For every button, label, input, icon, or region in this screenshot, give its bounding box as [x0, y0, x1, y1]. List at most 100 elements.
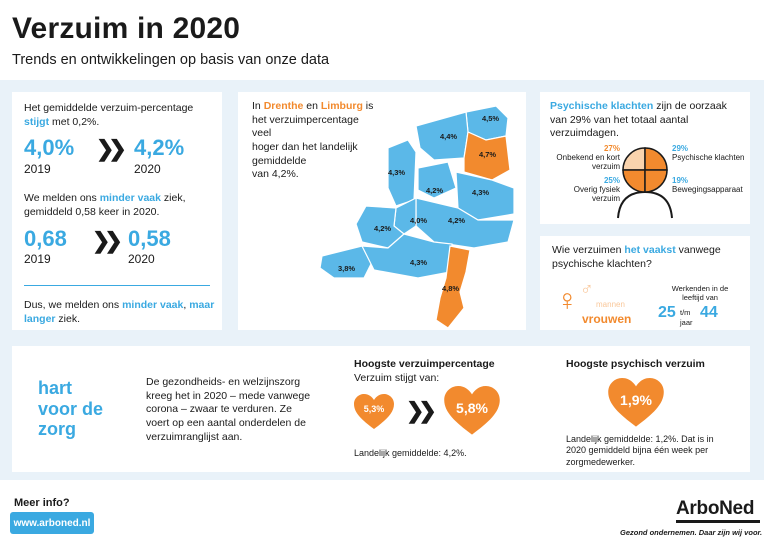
age-to: 44 [700, 304, 718, 321]
care-body-4: voert op een aantal onderdelen de [146, 416, 306, 429]
map-label-drenthe: 4,7% [479, 150, 497, 159]
female-label: vrouwen [582, 312, 632, 326]
frequency-2020-value: 0,58 [128, 226, 171, 251]
brand-logo: ArboNed [676, 498, 755, 519]
age-tm: t/m [680, 308, 691, 317]
pie-label-unknown: 27% Onbekend en kort verzuim [544, 144, 620, 171]
age-jaar: jaar [680, 318, 693, 327]
map-label-zeeland: 3,8% [338, 264, 356, 273]
pie-text-unknown-b: verzuim [591, 162, 620, 171]
map-caption-h: gemiddelde [252, 154, 307, 167]
frequency-2019-value: 0,68 [24, 226, 67, 251]
conclusion-highlight-1: minder vaak [122, 299, 184, 311]
conclusion-highlight-3: langer [24, 312, 56, 325]
who-text-c: vanwege [675, 244, 721, 256]
verzuim-percentage-card: Het gemiddelde verzuim-percentage stijgt… [12, 92, 222, 330]
age-from: 25 [658, 304, 676, 321]
pie-pct-move: 19% [672, 176, 689, 185]
pie-text-move: Bewegingsapparaat [672, 185, 743, 194]
frequency-text-c: ziek, [160, 192, 186, 204]
percentage-2020-value: 4,2% [134, 135, 185, 160]
psy-title: Hoogste psychisch verzuim [566, 358, 705, 370]
website-link[interactable]: www.arboned.nl [10, 512, 94, 534]
female-icon: ♀ [556, 284, 579, 317]
divider [24, 285, 210, 286]
heart-icon [444, 386, 500, 435]
map-label-noord-brabant: 4,3% [410, 258, 428, 267]
frequency-2019-year: 2019 [24, 252, 51, 266]
conclusion-f: ziek. [55, 312, 81, 325]
pie-slice-move [644, 169, 668, 193]
high-subtitle: Verzuim stijgt van: [354, 372, 440, 384]
who-text-a: Wie verzuimen [552, 244, 625, 256]
map-label-flevoland: 4,2% [426, 186, 444, 195]
care-heading-3: zorg [38, 419, 76, 440]
male-icon: ♂ [580, 279, 594, 299]
province-noord-brabant [360, 233, 453, 279]
psych-text-b: zijn de oorzaak [653, 100, 727, 112]
psych-highlight: Psychische klachten [550, 100, 654, 112]
psy-note-1: Landelijk gemiddelde: 1,2%. Dat is in [566, 434, 714, 444]
map-label-friesland: 4,4% [440, 132, 458, 141]
chevron-right-icon: ❯❯ [96, 136, 127, 161]
high-from-value: 5,3% [363, 404, 385, 414]
pie-label-psych: 29% Psychische klachten [672, 144, 744, 162]
high-title: Hoogste verzuimpercentage [354, 358, 495, 370]
pie-slice-other [622, 169, 646, 193]
province-map-card: In Drenthe en Limburg is het verzuimperc… [238, 92, 526, 330]
province-limburg [435, 245, 471, 329]
conclusion-a: Dus, we melden ons [24, 299, 123, 311]
pie-text-other: Overig fysiek verzuim [573, 185, 620, 203]
map-caption-i: van 4,2%. [252, 168, 299, 181]
psy-note-2: 2020 gemiddeld bijna één week per [566, 445, 709, 456]
male-label: mannen [596, 300, 625, 309]
care-body-5: verzuimranglijst aan. [146, 430, 243, 443]
percentage-2019-year: 2019 [24, 162, 51, 176]
care-body-2: kreeg het in 2020 – mede vanwege [146, 389, 311, 402]
care-body: De gezondheids- en welzijnszorg kreeg he… [146, 376, 310, 444]
pie-text-psych: Psychische klachten [672, 153, 745, 162]
province-flevoland [417, 161, 457, 199]
frequency-2020-year: 2020 [128, 252, 155, 266]
more-info-label: Meer info? [14, 497, 70, 509]
chevron-right-icon: ❯❯ [406, 398, 437, 423]
brand-tagline: Gezond ondernemen. Daar zijn wij voor. [620, 528, 763, 537]
percentage-intro: Het gemiddelde verzuim-percentage stijgt… [24, 102, 193, 129]
care-body-3: corona – zwaar te verduren. Ze [146, 403, 292, 416]
map-caption-e: is [362, 100, 374, 112]
frequency-text-a: We melden ons [24, 192, 100, 204]
pie-slice-psych [644, 147, 668, 171]
map-caption: In Drenthe en Limburg is het verzuimperc… [252, 100, 380, 182]
conclusion-c: , [183, 299, 190, 311]
high-to-value: 5,8% [456, 400, 488, 416]
map-caption-drenthe: Drenthe [263, 100, 304, 112]
psych-intro: Psychische klachten zijn de oorzaak van … [550, 100, 727, 141]
conclusion-highlight-2: maar [189, 299, 215, 311]
conclusion-text: Dus, we melden ons minder vaak, maar lan… [24, 299, 214, 326]
heart-icon [354, 394, 394, 429]
pie-pct-unknown: 27% [603, 144, 620, 153]
percentage-2019-value: 4,0% [24, 135, 75, 160]
age-text-a: Werkenden in de [671, 284, 729, 293]
map-caption-c: en [303, 100, 321, 112]
province-drenthe [463, 131, 511, 181]
percentage-intro-line1: Het gemiddelde verzuim-percentage [24, 102, 194, 114]
psychische-klachten-card: Psychische klachten zijn de oorzaak van … [540, 92, 750, 224]
map-label-utrecht: 4,0% [410, 216, 428, 225]
map-caption-a: In [252, 100, 264, 112]
psy-note-3: zorgmedewerker. [566, 456, 636, 467]
page-subtitle: Trends en ontwikkelingen op basis van on… [12, 52, 330, 68]
pie-label-move: 19% Bewegingsapparaat [672, 176, 743, 194]
map-label-limburg: 4,8% [442, 284, 460, 293]
percentage-intro-rest: met 0,2%. [49, 115, 100, 128]
map-caption-limburg: Limburg [320, 100, 363, 112]
province-gelderland [415, 197, 515, 249]
percentage-intro-highlight: stijgt [24, 115, 50, 128]
high-note: Landelijk gemiddelde: 4,2%. [354, 448, 467, 458]
map-label-zuid-holland: 4,2% [374, 224, 392, 233]
map-label-groningen: 4,5% [482, 114, 500, 123]
zorg-card: hart voor de zorg De gezondheids- en wel… [12, 346, 750, 472]
frequency-highlight: minder vaak [99, 192, 161, 204]
pie-label-other: 25% Overig fysiek verzuim [544, 176, 620, 203]
psy-value: 1,9% [620, 392, 652, 408]
